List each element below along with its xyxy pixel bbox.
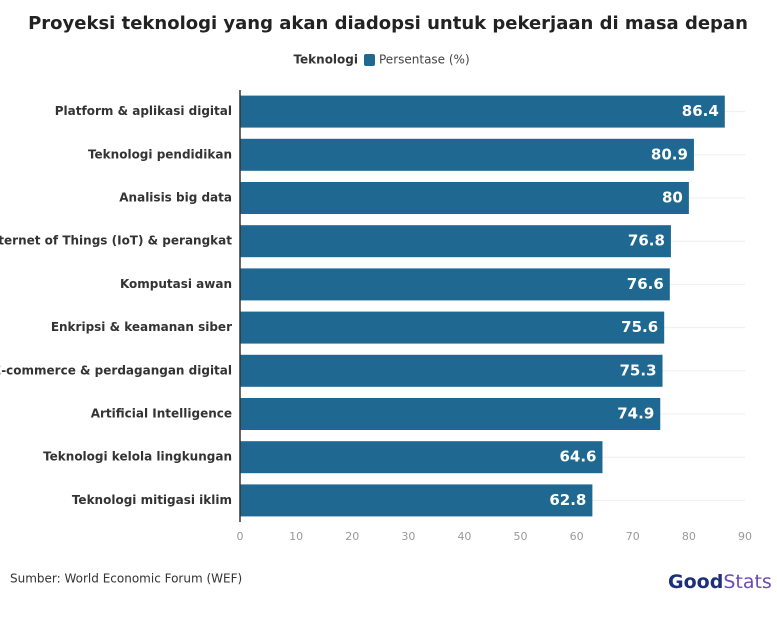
value-label: 76.8 xyxy=(628,232,665,250)
bar xyxy=(240,311,665,344)
bar xyxy=(240,95,725,128)
source: Sumber: World Economic Forum (WEF) xyxy=(10,572,242,586)
logo-part: Good xyxy=(668,571,723,593)
bar xyxy=(240,182,689,214)
y-tick-label: Teknologi kelola lingkungan xyxy=(43,450,232,464)
logo-part: Stats xyxy=(723,571,772,593)
y-tick-label: Platform & aplikasi digital xyxy=(55,104,232,118)
bar xyxy=(240,484,593,517)
value-label: 62.8 xyxy=(549,491,586,509)
bar xyxy=(240,138,694,171)
y-tick-label: Artificial Intelligence xyxy=(91,407,232,421)
value-label: 86.4 xyxy=(682,102,719,120)
x-tick-label: 50 xyxy=(514,530,528,543)
value-label: 74.9 xyxy=(617,405,654,423)
x-tick-label: 70 xyxy=(626,530,640,543)
legend-title: Teknologi xyxy=(293,53,358,67)
value-label: 64.6 xyxy=(559,448,596,466)
legend-label: Persentase (%) xyxy=(379,53,470,67)
bar xyxy=(240,225,671,258)
value-label: 80.9 xyxy=(651,145,688,163)
value-label: 76.6 xyxy=(627,275,664,293)
chart-title: Proyeksi teknologi yang akan diadopsi un… xyxy=(28,13,748,34)
value-label: 75.6 xyxy=(621,318,658,336)
y-tick-label: Teknologi mitigasi iklim xyxy=(72,493,232,507)
x-tick-label: 60 xyxy=(570,530,584,543)
y-tick-label: Teknologi pendidikan xyxy=(88,147,232,161)
bar xyxy=(240,441,603,474)
bar xyxy=(240,268,670,301)
bar xyxy=(240,354,663,387)
x-tick-label: 80 xyxy=(682,530,696,543)
x-tick-label: 40 xyxy=(457,530,471,543)
logo: GoodStats xyxy=(668,571,772,593)
y-tick-label: Analisis big data xyxy=(119,191,232,205)
x-tick-label: 20 xyxy=(345,530,359,543)
y-tick-label: E-commerce & perdagangan digital xyxy=(0,363,232,377)
value-label: 80 xyxy=(662,189,683,207)
legend-key xyxy=(364,54,375,66)
y-tick-label: Internet of Things (IoT) & perangkat xyxy=(0,234,232,248)
y-tick-label: Komputasi awan xyxy=(120,277,232,291)
x-tick-label: 30 xyxy=(401,530,415,543)
value-label: 75.3 xyxy=(620,361,657,379)
bar xyxy=(240,398,661,430)
y-tick-label: Enkripsi & keamanan siber xyxy=(51,320,232,334)
x-tick-label: 10 xyxy=(289,530,303,543)
x-tick-label: 0 xyxy=(237,530,244,543)
x-tick-label: 90 xyxy=(738,530,752,543)
